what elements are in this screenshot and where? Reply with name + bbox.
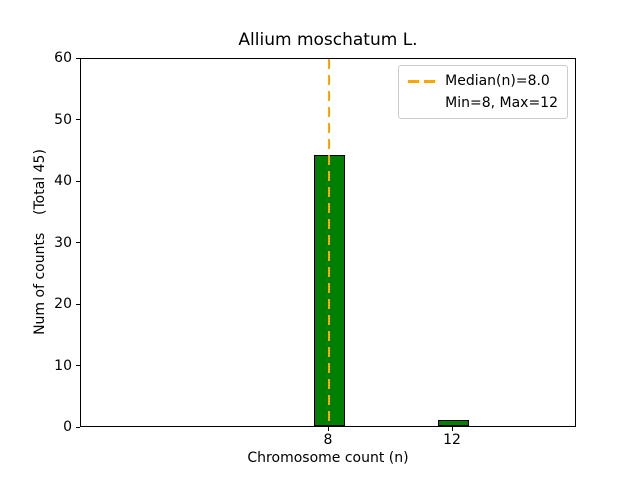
x-tick-mark: [327, 427, 329, 431]
y-tick-label: 20: [54, 296, 72, 312]
plot-area: Median(n)=8.0 Min=8, Max=12: [80, 58, 576, 427]
chart-title: Allium moschatum L.: [238, 30, 418, 50]
y-tick-label: 10: [54, 357, 72, 374]
x-axis-label: Chromosome count (n): [247, 450, 409, 466]
x-tick-label: 8: [323, 432, 333, 448]
legend: Median(n)=8.0 Min=8, Max=12: [398, 65, 568, 119]
y-tick-label: 0: [63, 419, 72, 435]
y-tick-mark: [76, 303, 80, 305]
y-tick-label: 30: [54, 234, 72, 251]
x-tick-mark: [451, 427, 453, 431]
y-tick-label: 60: [54, 50, 72, 66]
legend-sample-spacer: [408, 102, 435, 105]
y-tick-mark: [76, 57, 80, 59]
bar: [437, 419, 469, 426]
y-tick-mark: [76, 365, 80, 366]
legend-row-minmax: Min=8, Max=12: [408, 92, 558, 114]
legend-row-median: Median(n)=8.0: [408, 70, 558, 92]
y-tick-mark: [76, 180, 80, 182]
y-tick-mark: [76, 119, 80, 120]
legend-label-median: Median(n)=8.0: [445, 73, 550, 89]
median-line: [327, 59, 331, 426]
y-tick-label: 50: [54, 111, 72, 128]
dashed-line-icon: [408, 79, 436, 83]
legend-label-minmax: Min=8, Max=12: [445, 95, 558, 111]
y-tick-mark: [76, 242, 80, 243]
x-tick-label: 12: [443, 432, 461, 448]
y-tick-mark: [76, 426, 80, 428]
y-tick-label: 40: [54, 173, 72, 189]
